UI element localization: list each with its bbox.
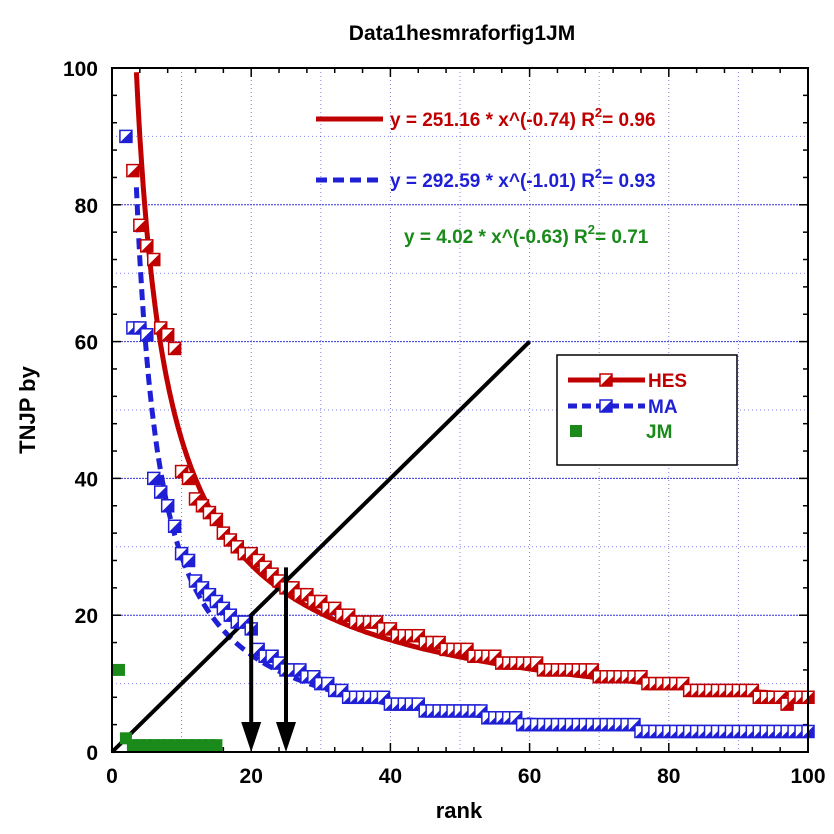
rank-arrows <box>241 567 296 752</box>
equation-ma: y = 292.59 * x^(-1.01) R2= 0.93 <box>390 166 656 192</box>
arrow-head <box>276 722 296 752</box>
point-ma <box>153 485 168 499</box>
y-tick-label: 0 <box>86 742 98 765</box>
point-hes <box>167 341 182 356</box>
y-tick-label: 20 <box>75 605 98 628</box>
data-points <box>112 129 815 752</box>
x-tick-label: 40 <box>379 765 402 788</box>
point-ma <box>140 328 154 342</box>
point-fill <box>161 499 174 512</box>
point-hes <box>209 512 224 527</box>
point-jm <box>112 663 125 676</box>
point-fill <box>182 554 195 567</box>
legend-box <box>556 354 738 466</box>
point-fill <box>154 486 167 499</box>
point-hes <box>140 239 154 253</box>
point-hes <box>133 218 147 233</box>
equation-hes: y = 251.16 * x^(-0.74) R2= 0.96 <box>390 105 656 131</box>
y-tick-label: 100 <box>63 58 98 81</box>
y-tick-label: 40 <box>75 468 98 491</box>
y-tick-label: 60 <box>75 332 98 355</box>
point-fill <box>168 520 181 533</box>
point-fill <box>168 342 181 355</box>
arrow-head <box>241 722 262 752</box>
point-hes <box>181 471 196 486</box>
legend-marker <box>570 425 582 437</box>
point-ma <box>181 553 196 568</box>
diagonal-line <box>110 340 532 754</box>
point-fill <box>147 253 160 266</box>
point-ma <box>167 519 182 534</box>
point-fill <box>126 164 139 177</box>
x-tick-label: 20 <box>240 765 263 788</box>
legend: HES MA JM <box>556 354 738 466</box>
x-tick-label: 0 <box>106 765 118 788</box>
gridlines <box>112 68 808 752</box>
point-fill <box>210 513 223 526</box>
legend-label-hes: HES <box>648 371 687 392</box>
point-fill <box>140 239 153 252</box>
tick-labels: 0 20 40 60 80 100 0 20 40 60 80 100 <box>63 58 826 788</box>
point-ma <box>147 471 161 486</box>
point-hes <box>147 252 161 267</box>
y-tick-label: 80 <box>75 195 98 218</box>
point-ma <box>119 129 133 144</box>
equation-jm: y = 4.02 * x^(-0.63) R2= 0.71 <box>404 222 649 248</box>
legend-marker-fill <box>600 400 612 412</box>
fit-equations: y = 251.16 * x^(-0.74) R2= 0.96 y = 292.5… <box>316 105 656 248</box>
point-fill <box>161 328 174 341</box>
plot-frame <box>111 67 809 753</box>
legend-label-ma: MA <box>648 397 678 418</box>
x-tick-label: 80 <box>657 765 680 788</box>
point-fill <box>119 130 132 143</box>
point-fill <box>140 328 153 341</box>
legend-marker-fill <box>600 374 612 386</box>
x-tick-label: 60 <box>518 765 541 788</box>
point-ma <box>160 499 175 513</box>
point-fill <box>182 472 195 485</box>
x-tick-label: 100 <box>790 765 825 788</box>
point-fill <box>133 219 146 232</box>
reference-diagonal <box>110 340 532 754</box>
point-fill <box>147 472 160 485</box>
chart-title: Data1hesmraforfig1JM <box>349 22 575 45</box>
y-axis-label: TNJP by <box>15 365 40 453</box>
point-hes <box>126 163 140 178</box>
x-axis-label: rank <box>436 798 483 823</box>
point-hes <box>160 328 175 342</box>
point-jm <box>210 739 223 752</box>
legend-label-jm: JM <box>646 422 672 443</box>
